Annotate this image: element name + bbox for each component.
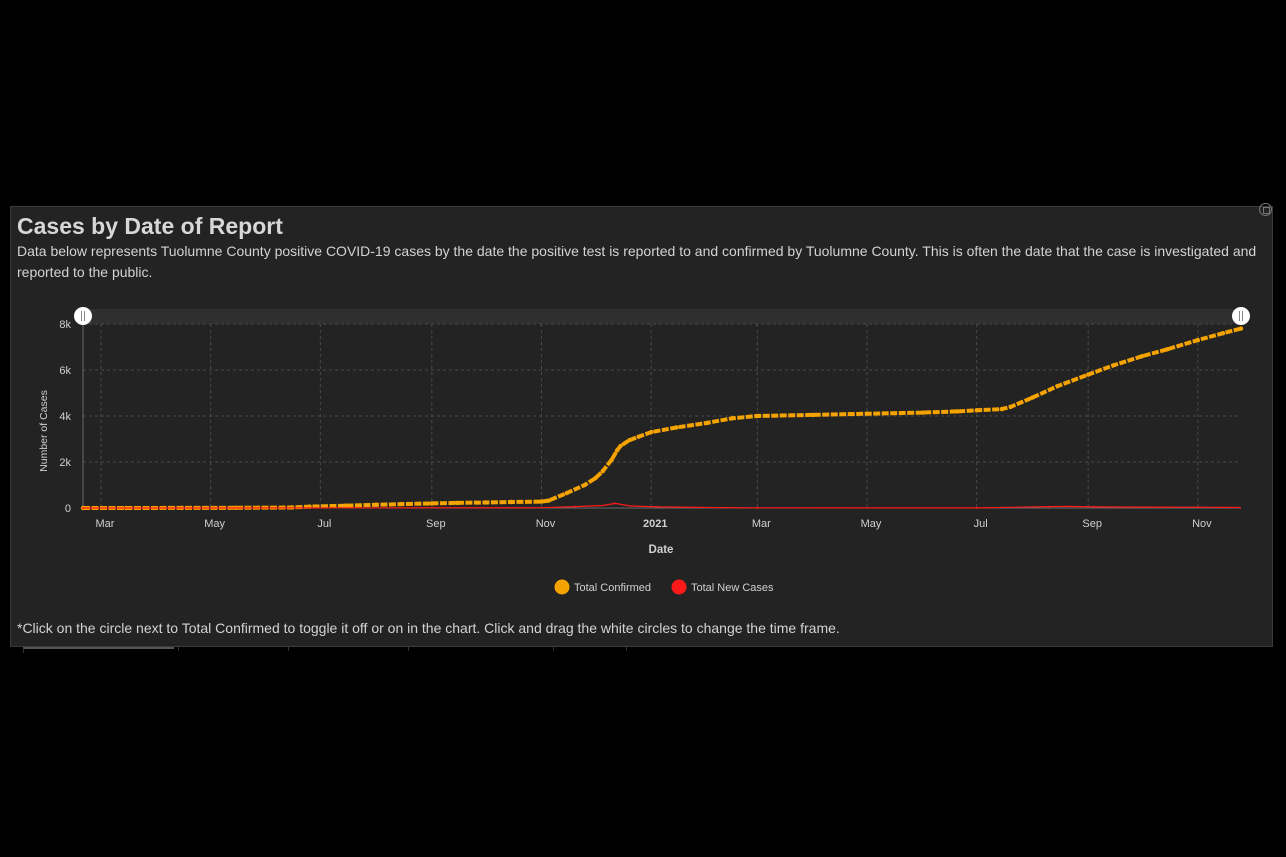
bottom-tab-divider	[408, 647, 409, 651]
bottom-tab-divider	[626, 647, 627, 651]
cases-chart: 0 2k 4k 6k 8k Mar May Jul Sep Nov 2021 Mar May Jul Se…	[38, 307, 1250, 595]
x-tick-label: Mar	[752, 518, 771, 530]
total-confirmed-point	[483, 500, 488, 505]
total-new-cases-point	[1094, 505, 1097, 508]
x-tick-label: May	[204, 518, 225, 530]
total-confirmed-point	[609, 457, 614, 462]
total-confirmed-point	[974, 408, 979, 413]
total-confirmed-point	[920, 410, 925, 415]
total-new-cases-point	[975, 506, 978, 509]
total-new-cases-point	[657, 505, 660, 508]
total-confirmed-point	[1008, 404, 1013, 409]
x-axis-label: Date	[649, 544, 674, 556]
total-confirmed-point	[674, 425, 679, 430]
total-new-cases-line	[82, 502, 1242, 509]
total-confirmed-point	[582, 482, 587, 488]
legend-total-confirmed-toggle[interactable]	[554, 579, 570, 595]
total-confirmed-point	[1165, 347, 1170, 352]
legend-total-new-cases-toggle[interactable]	[671, 579, 687, 595]
y-tick-label: 2k	[59, 457, 71, 469]
total-confirmed-point	[810, 412, 816, 418]
total-confirmed-point	[1238, 326, 1244, 331]
total-confirmed-point	[454, 500, 460, 506]
total-confirmed-point	[729, 416, 735, 421]
y-tick-label: 6k	[59, 365, 71, 377]
total-confirmed-point	[1195, 337, 1201, 343]
bottom-tab-divider	[288, 647, 289, 651]
total-new-cases-point	[756, 506, 759, 509]
total-confirmed-point	[1111, 363, 1116, 368]
total-new-cases-point	[574, 505, 577, 508]
total-confirmed-point	[649, 429, 654, 435]
x-tick-label: Sep	[426, 518, 446, 530]
chart-legend: Total Confirmed Total New Cases	[554, 579, 774, 595]
x-tick-label: May	[861, 518, 882, 530]
total-confirmed-point	[618, 443, 623, 449]
slider-handle-start-icon[interactable]	[74, 307, 92, 325]
x-tick-label: 2021	[643, 518, 667, 530]
y-tick-label: 0	[65, 503, 71, 515]
total-confirmed-line	[83, 326, 1242, 510]
total-confirmed-point	[636, 434, 641, 439]
y-axis: 0 2k 4k 6k 8k	[59, 319, 71, 515]
x-tick-label: Nov	[1192, 518, 1212, 530]
x-tick-label: Jul	[317, 518, 331, 530]
total-new-cases-point	[82, 507, 84, 509]
y-tick-label: 4k	[59, 411, 71, 423]
total-new-cases-point	[1196, 506, 1199, 509]
panel-description: Data below represents Tuolumne County po…	[17, 243, 1257, 280]
y-tick-label: 8k	[59, 319, 71, 331]
total-confirmed-point	[1139, 354, 1145, 359]
total-confirmed-point	[614, 448, 620, 453]
total-confirmed-point	[399, 501, 404, 507]
total-confirmed-point	[593, 475, 598, 481]
total-confirmed-point	[704, 420, 710, 426]
total-confirmed-point	[564, 490, 569, 496]
legend-total-new-cases-label: Total New Cases	[691, 582, 774, 594]
panel-title: Cases by Date of Report	[17, 213, 283, 239]
total-confirmed-point	[1030, 395, 1035, 400]
total-confirmed-point	[864, 411, 870, 416]
cases-by-date-panel: Cases by Date of Report Data below repre…	[10, 203, 1273, 647]
expand-icon[interactable]	[1259, 203, 1272, 216]
total-confirmed-point	[627, 437, 632, 443]
y-axis-label: Number of Cases	[38, 390, 50, 472]
chart-grid	[82, 323, 1241, 509]
total-confirmed-point	[755, 413, 760, 419]
total-confirmed-point	[1220, 331, 1226, 336]
time-range-handles[interactable]	[74, 307, 1250, 325]
chart-series	[80, 326, 1244, 511]
total-confirmed-point	[600, 469, 605, 474]
chart-footnote: *Click on the circle next to Total Confi…	[17, 620, 840, 636]
total-confirmed-point	[954, 409, 960, 414]
total-new-cases-point	[614, 502, 617, 505]
total-confirmed-point	[1055, 383, 1060, 389]
total-confirmed-point	[546, 498, 551, 503]
bottom-tab-underline	[23, 647, 174, 653]
total-confirmed-point	[373, 502, 379, 507]
bottom-tab-divider	[553, 647, 554, 651]
legend-total-confirmed-label: Total Confirmed	[574, 582, 651, 594]
total-confirmed-point	[343, 503, 348, 508]
total-confirmed-point	[999, 406, 1004, 412]
total-new-cases-point	[1047, 505, 1050, 508]
total-confirmed-point	[508, 499, 514, 505]
x-tick-label: Jul	[974, 518, 988, 530]
x-tick-label: Nov	[536, 518, 556, 530]
slider-handle-end-icon[interactable]	[1232, 307, 1250, 325]
total-confirmed-point	[1086, 372, 1091, 377]
x-tick-label: Mar	[96, 518, 115, 530]
x-axis: Mar May Jul Sep Nov 2021 Mar May Jul Sep Nov	[96, 518, 1213, 530]
time-range-track[interactable]	[83, 309, 1240, 324]
bottom-tab-divider	[178, 647, 179, 651]
x-tick-label: Sep	[1082, 518, 1102, 530]
total-confirmed-point	[429, 501, 434, 506]
total-confirmed-point	[539, 499, 544, 504]
